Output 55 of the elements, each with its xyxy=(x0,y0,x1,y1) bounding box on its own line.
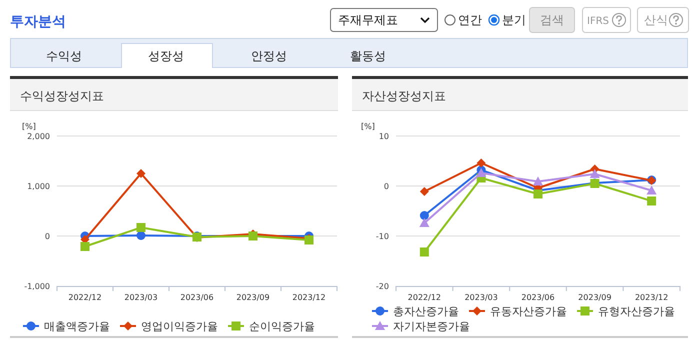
y-axis-title: [%] xyxy=(361,122,375,131)
y-axis-title: [%] xyxy=(22,122,36,131)
chart-title: 수익성장성지표 xyxy=(20,89,104,103)
x-tick-label: 2023/03 xyxy=(124,293,158,302)
point xyxy=(533,176,543,186)
y-tick-label: 2,000 xyxy=(27,132,50,141)
text: 산식 xyxy=(644,13,668,27)
text: 분기 xyxy=(502,13,526,27)
x-tick-label: 2023/09 xyxy=(236,293,270,302)
chart-title: 자산성장성지표 xyxy=(362,89,446,103)
point xyxy=(534,190,542,198)
y-tick-label: 0 xyxy=(384,182,389,191)
point xyxy=(420,248,429,256)
point xyxy=(420,211,429,220)
text: 수익성 xyxy=(46,49,82,63)
point xyxy=(476,168,486,177)
point xyxy=(476,158,486,168)
y-tick-label: 1,000 xyxy=(27,182,50,191)
y-tick-label: 0 xyxy=(44,232,50,241)
y-tick-label: -1,000 xyxy=(24,282,50,291)
x-tick-label: 2023/12 xyxy=(634,293,668,302)
point xyxy=(647,196,656,206)
point xyxy=(80,242,90,251)
legend-label: 순이익증가율 xyxy=(249,320,315,333)
legend-label: 영업이익증가율 xyxy=(141,320,218,333)
legend-label: 자기자본증가율 xyxy=(393,320,470,333)
text: 성장성 xyxy=(148,49,184,63)
text: 투자분석 xyxy=(10,14,66,30)
x-tick-label: 2023/09 xyxy=(578,293,612,302)
legend-label: 유동자산증가율 xyxy=(490,305,567,318)
point xyxy=(646,186,657,194)
y-tick-label: -20 xyxy=(376,282,389,291)
legend-label: 총자산증가율 xyxy=(393,305,459,318)
x-tick-label: 2023/06 xyxy=(180,293,214,302)
y-tick-label: 10 xyxy=(378,132,389,141)
x-tick-label: 2022/12 xyxy=(408,293,442,302)
point xyxy=(420,187,429,196)
x-tick-label: 2022/12 xyxy=(68,293,102,302)
text: 안정성 xyxy=(251,49,287,63)
point xyxy=(136,231,146,240)
point xyxy=(136,223,146,232)
x-tick-label: 2023/06 xyxy=(521,293,555,302)
text: 검색 xyxy=(540,13,564,27)
y-tick-label: -10 xyxy=(376,232,389,241)
legend-label: 매출액증가율 xyxy=(44,320,110,333)
text: 연간 xyxy=(458,13,482,27)
x-tick-label: 2023/12 xyxy=(292,293,326,302)
point xyxy=(136,169,146,178)
text: 주재무제표 xyxy=(338,13,398,27)
text: IFRS xyxy=(587,16,609,27)
x-tick-label: 2023/03 xyxy=(464,293,498,302)
point xyxy=(590,169,600,178)
text: 활동성 xyxy=(350,49,386,63)
legend-label: 유형자산증가율 xyxy=(598,305,675,318)
point xyxy=(419,218,430,227)
